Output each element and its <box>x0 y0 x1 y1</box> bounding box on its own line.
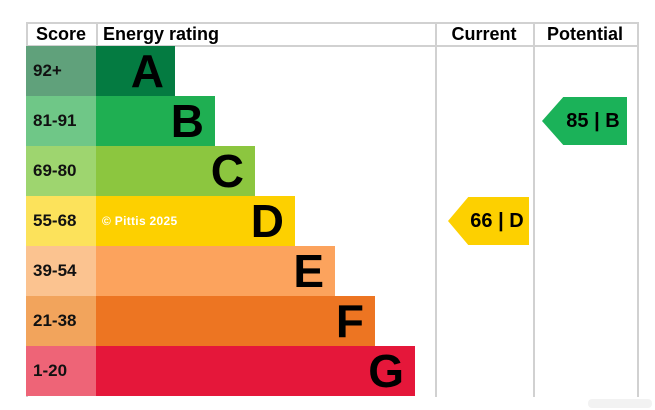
band-row-d: 55-68 D <box>26 196 639 246</box>
potential-rating-arrow: 85 | B <box>542 97 627 145</box>
score-range-c: 69-80 <box>26 146 96 196</box>
band-letter-b: B <box>170 95 204 147</box>
table-top-border <box>26 22 639 24</box>
header-energy-rating: Energy rating <box>103 23 220 44</box>
band-bar-a: A <box>96 46 175 96</box>
score-range-b: 81-91 <box>26 96 96 146</box>
band-bar-c: C <box>96 146 255 196</box>
band-letter-c: C <box>210 145 244 197</box>
band-letter-e: E <box>293 245 324 297</box>
header-current: Current <box>451 23 517 44</box>
header-score-separator <box>96 22 98 46</box>
copyright-watermark: © Pittis 2025 <box>102 214 178 228</box>
band-bar-d: D <box>96 196 295 246</box>
score-range-f: 21-38 <box>26 296 96 346</box>
band-row-b: 81-91 B <box>26 96 639 146</box>
band-row-e: 39-54 E <box>26 246 639 296</box>
band-letter-f: F <box>335 295 364 347</box>
table-right-border <box>637 22 639 397</box>
current-rating-arrow: 66 | D <box>448 197 529 245</box>
band-bar-e: E <box>96 246 335 296</box>
band-row-g: 1-20 G <box>26 346 639 396</box>
band-letter-a: A <box>130 45 164 97</box>
band-letter-d: D <box>250 195 284 247</box>
score-range-g: 1-20 <box>26 346 96 396</box>
faint-logo-mark <box>588 399 652 408</box>
band-bar-b: B <box>96 96 215 146</box>
score-range-a: 92+ <box>26 46 96 96</box>
band-bar-f: F <box>96 296 375 346</box>
header-potential: Potential <box>546 23 623 44</box>
band-row-a: 92+ A <box>26 46 639 96</box>
band-letter-g: G <box>368 345 404 397</box>
score-range-e: 39-54 <box>26 246 96 296</box>
header-score: Score <box>35 23 87 44</box>
band-bar-g: G <box>96 346 415 396</box>
header-bottom-border <box>26 45 639 47</box>
band-row-f: 21-38 F <box>26 296 639 346</box>
current-column-border <box>435 22 437 397</box>
band-row-c: 69-80 C <box>26 146 639 196</box>
potential-column-border <box>533 22 535 397</box>
score-range-d: 55-68 <box>26 196 96 246</box>
